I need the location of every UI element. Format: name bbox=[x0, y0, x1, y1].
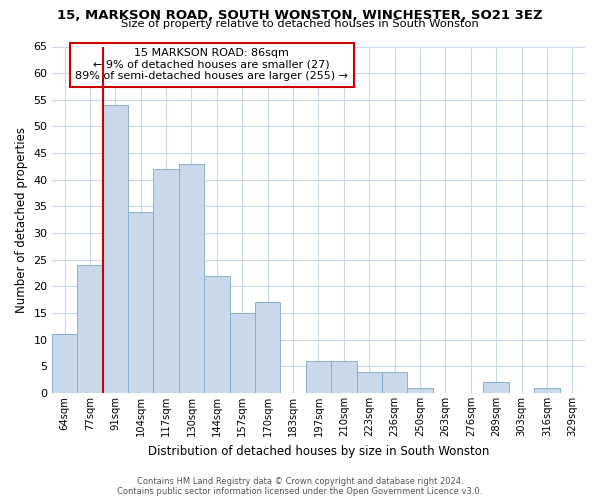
Bar bbox=[128, 212, 154, 393]
Bar bbox=[382, 372, 407, 393]
Bar bbox=[103, 105, 128, 393]
Bar bbox=[77, 265, 103, 393]
Bar bbox=[179, 164, 204, 393]
Bar bbox=[356, 372, 382, 393]
Y-axis label: Number of detached properties: Number of detached properties bbox=[15, 127, 28, 313]
Bar bbox=[52, 334, 77, 393]
Bar bbox=[534, 388, 560, 393]
Text: 15, MARKSON ROAD, SOUTH WONSTON, WINCHESTER, SO21 3EZ: 15, MARKSON ROAD, SOUTH WONSTON, WINCHES… bbox=[57, 9, 543, 22]
Bar bbox=[255, 302, 280, 393]
Bar bbox=[154, 169, 179, 393]
Bar bbox=[484, 382, 509, 393]
Text: 15 MARKSON ROAD: 86sqm
← 9% of detached houses are smaller (27)
89% of semi-deta: 15 MARKSON ROAD: 86sqm ← 9% of detached … bbox=[75, 48, 348, 82]
X-axis label: Distribution of detached houses by size in South Wonston: Distribution of detached houses by size … bbox=[148, 444, 489, 458]
Text: Contains HM Land Registry data © Crown copyright and database right 2024.
Contai: Contains HM Land Registry data © Crown c… bbox=[118, 476, 482, 496]
Bar bbox=[331, 361, 356, 393]
Bar bbox=[306, 361, 331, 393]
Text: Size of property relative to detached houses in South Wonston: Size of property relative to detached ho… bbox=[121, 19, 479, 29]
Bar bbox=[407, 388, 433, 393]
Bar bbox=[204, 276, 230, 393]
Bar bbox=[230, 313, 255, 393]
